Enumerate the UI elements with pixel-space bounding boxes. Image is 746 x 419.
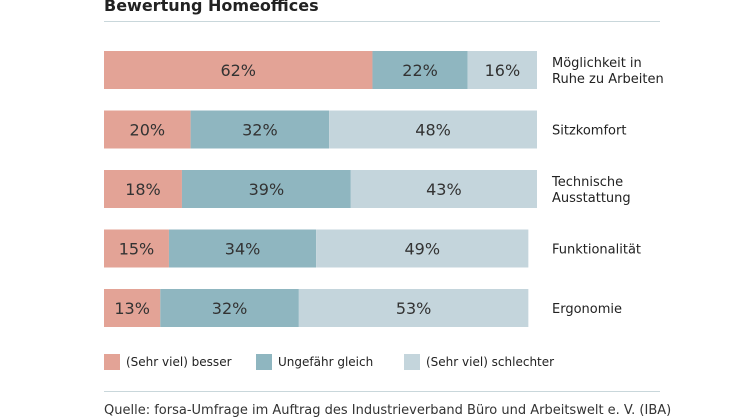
data-label-technische-ausstattung-gleich: 39% (249, 180, 285, 199)
title-rule (104, 21, 660, 22)
data-label-ergonomie-schlechter: 53% (396, 299, 432, 318)
bar-sitzkomfort-gleich (190, 110, 330, 149)
legend-item-gleich: Ungefähr gleich (256, 354, 373, 370)
bar-ergonomie-gleich (160, 289, 299, 327)
bar-funktionalität-schlechter (316, 229, 529, 268)
bar-technische-ausstattung-schlechter (350, 170, 537, 208)
legend-item-besser: (Sehr viel) besser (104, 354, 232, 370)
source-rule (104, 391, 660, 392)
data-label-möglichkeit-in-ruhe-zu-arbeiten-schlechter: 16% (485, 61, 521, 80)
bar-möglichkeit-in-ruhe-zu-arbeiten-gleich (372, 51, 468, 89)
category-label-funktionalität-line-1: Funktionalität (552, 243, 641, 258)
category-label-möglichkeit-in-ruhe-zu-arbeiten-line-2: Ruhe zu Arbeiten (552, 72, 664, 87)
bar-ergonomie-schlechter (298, 289, 529, 327)
data-label-möglichkeit-in-ruhe-zu-arbeiten-besser: 62% (220, 61, 256, 80)
data-label-möglichkeit-in-ruhe-zu-arbeiten-gleich: 22% (402, 61, 438, 80)
bar-technische-ausstattung-besser (104, 170, 182, 208)
chart-title: Bewertung Homeoffices (104, 0, 319, 15)
data-label-ergonomie-gleich: 32% (212, 299, 248, 318)
category-label-sitzkomfort-line-1: Sitzkomfort (552, 124, 626, 139)
legend-label-gleich: Ungefähr gleich (278, 355, 374, 369)
legend-swatch-gleich (256, 354, 272, 370)
legend-label-schlechter: (Sehr viel) schlechter (426, 355, 555, 369)
data-label-funktionalität-besser: 15% (119, 240, 155, 259)
category-label-technische-ausstattung-line-1: Technische (551, 175, 623, 190)
bar-ergonomie-besser (104, 289, 161, 327)
data-label-funktionalität-schlechter: 49% (404, 240, 440, 259)
legend-label-besser: (Sehr viel) besser (126, 355, 232, 369)
bar-möglichkeit-in-ruhe-zu-arbeiten-besser (104, 51, 373, 89)
category-label-technische-ausstattung-line-2: Ausstattung (552, 191, 631, 206)
category-label-ergonomie-line-1: Ergonomie (552, 302, 622, 317)
data-label-sitzkomfort-besser: 20% (130, 121, 166, 140)
bar-sitzkomfort-schlechter (329, 110, 537, 149)
legend-swatch-besser (104, 354, 120, 370)
data-label-ergonomie-besser: 13% (114, 299, 150, 318)
bar-sitzkomfort-besser (104, 110, 191, 149)
bar-möglichkeit-in-ruhe-zu-arbeiten-schlechter (467, 51, 537, 89)
data-label-funktionalität-gleich: 34% (225, 240, 261, 259)
source-note: Quelle: forsa-Umfrage im Auftrag des Ind… (104, 403, 672, 418)
data-label-sitzkomfort-schlechter: 48% (415, 121, 451, 140)
legend-item-schlechter: (Sehr viel) schlechter (404, 354, 554, 370)
bar-funktionalität-besser (104, 229, 169, 268)
legend-swatch-schlechter (404, 354, 420, 370)
data-label-technische-ausstattung-besser: 18% (125, 180, 161, 199)
bar-technische-ausstattung-gleich (181, 170, 351, 208)
data-label-sitzkomfort-gleich: 32% (242, 121, 278, 140)
category-label-möglichkeit-in-ruhe-zu-arbeiten-line-1: Möglichkeit in (552, 56, 642, 71)
bar-funktionalität-gleich (168, 229, 317, 268)
data-label-technische-ausstattung-schlechter: 43% (426, 180, 462, 199)
